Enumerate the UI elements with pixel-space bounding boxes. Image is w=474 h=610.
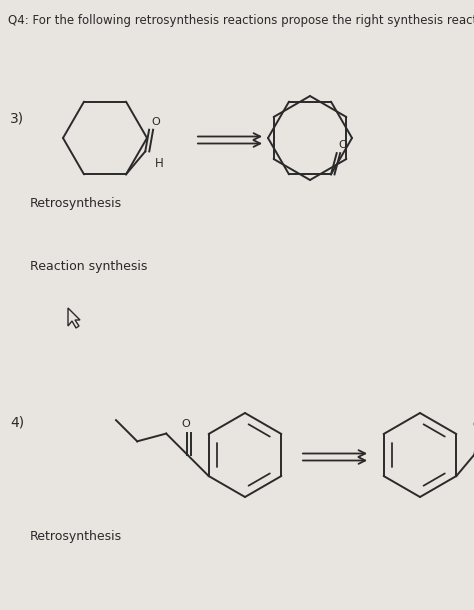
Text: Reaction synthesis: Reaction synthesis <box>30 260 147 273</box>
Text: O: O <box>339 140 347 150</box>
Text: Retrosynthesis: Retrosynthesis <box>30 197 122 210</box>
Text: Retrosynthesis: Retrosynthesis <box>30 530 122 543</box>
Text: Q4: For the following retrosynthesis reactions propose the right synthesis react: Q4: For the following retrosynthesis rea… <box>8 14 474 27</box>
Text: O: O <box>473 420 474 430</box>
Text: H: H <box>155 157 164 170</box>
Text: O: O <box>151 117 160 127</box>
Text: 4): 4) <box>10 415 24 429</box>
Text: O: O <box>181 419 190 429</box>
Text: 3): 3) <box>10 112 24 126</box>
